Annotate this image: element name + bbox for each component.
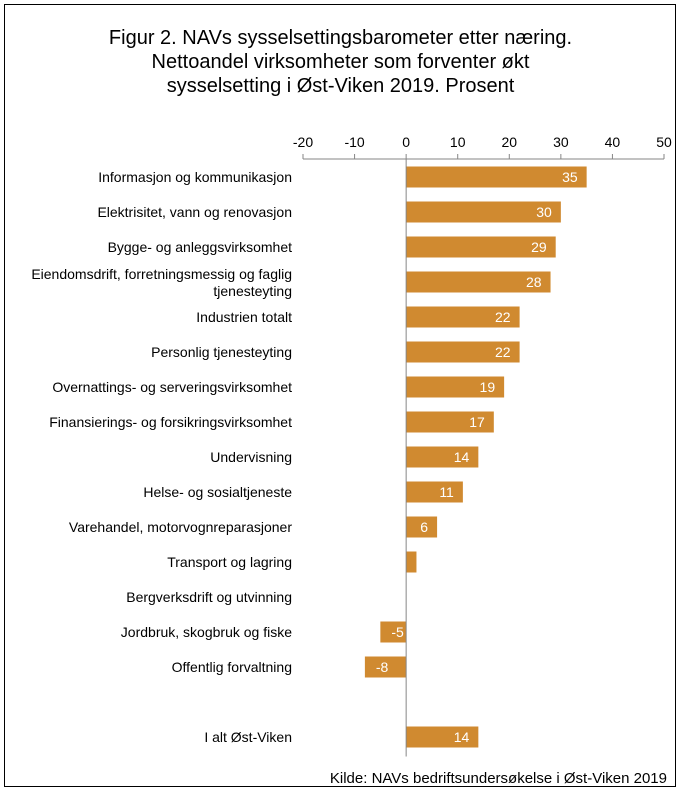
chart-title-line-3: sysselsetting i Øst-Viken 2019. Prosent: [166, 75, 515, 97]
bar: [406, 166, 587, 188]
x-tick-label: 30: [553, 134, 569, 150]
category-label-line: Varehandel, motorvognreparasjoner: [69, 519, 292, 535]
bar: [406, 341, 520, 363]
category-label-line: Eiendomsdrift, forretningsmessig og fagl…: [31, 266, 292, 282]
x-tick-label: 10: [450, 134, 466, 150]
bar: [364, 656, 407, 678]
category-label: Varehandel, motorvognreparasjoner: [69, 519, 292, 535]
category-label: Elektrisitet, vann og renovasjon: [97, 204, 292, 220]
category-label: Overnattings- og serveringsvirksomhet: [52, 379, 292, 395]
x-tick-label: 50: [656, 134, 672, 150]
category-label: Personlig tjenesteyting: [151, 344, 292, 360]
category-label-line: Undervisning: [210, 449, 292, 465]
x-tick-label: 20: [501, 134, 517, 150]
x-tick-label: -10: [344, 134, 364, 150]
category-label-line: Transport og lagring: [167, 554, 292, 570]
category-label-line: Offentlig forvaltning: [172, 659, 292, 675]
x-tick-label: -20: [293, 134, 313, 150]
bar: [406, 306, 520, 328]
category-label: I alt Øst-Viken: [204, 729, 292, 745]
category-label-line: Elektrisitet, vann og renovasjon: [97, 204, 292, 220]
bar: [406, 201, 561, 223]
bar-data-label: 14: [454, 729, 470, 745]
chart-title: Figur 2. NAVs sysselsettingsbarometer et…: [0, 26, 681, 98]
bar: [406, 411, 494, 433]
category-label: Helse- og sosialtjeneste: [143, 484, 292, 500]
bar: [406, 446, 479, 468]
chart-title-line-1: Figur 2. NAVs sysselsettingsbarometer et…: [108, 27, 573, 49]
bar-data-label: 11: [439, 484, 454, 500]
bar-data-label: 14: [454, 449, 470, 465]
bar-data-label: 19: [480, 379, 496, 395]
bar: [406, 516, 438, 538]
x-tick-label: 40: [605, 134, 621, 150]
bar: [406, 726, 479, 748]
category-label: Industrien totalt: [196, 309, 292, 325]
category-label: Eiendomsdrift, forretningsmessig og fagl…: [31, 266, 292, 299]
bar: [406, 236, 556, 258]
category-label: Undervisning: [210, 449, 292, 465]
bar: [406, 551, 417, 573]
category-label-line: Bygge- og anleggsvirksomhet: [108, 239, 293, 255]
bar-data-label: 17: [469, 414, 485, 430]
chart-frame: [4, 4, 676, 787]
chart-source: Kilde: NAVs bedriftsundersøkelse i Øst-V…: [329, 770, 667, 787]
bar: [406, 481, 463, 503]
category-label: Finansierings- og forsikringsvirksomhet: [49, 414, 292, 430]
bar-data-label: 30: [536, 204, 552, 220]
bar-data-label: -5: [391, 624, 404, 640]
category-label-line: Bergverksdrift og utvinning: [126, 589, 292, 605]
category-label: Bygge- og anleggsvirksomhet: [108, 239, 293, 255]
bar-data-label: 6: [420, 519, 428, 535]
category-label-line: Finansierings- og forsikringsvirksomhet: [49, 414, 292, 430]
category-label-line: Jordbruk, skogbruk og fiske: [121, 624, 292, 640]
category-label-line: I alt Øst-Viken: [204, 729, 292, 745]
category-label-line: Overnattings- og serveringsvirksomhet: [52, 379, 292, 395]
category-label: Offentlig forvaltning: [172, 659, 292, 675]
category-label-line: Helse- og sosialtjeneste: [143, 484, 292, 500]
category-label-line: Informasjon og kommunikasjon: [98, 169, 292, 185]
category-label: Transport og lagring: [167, 554, 292, 570]
category-label-line: tjenesteyting: [213, 283, 292, 299]
category-label-line: Industrien totalt: [196, 309, 292, 325]
category-label-line: Personlig tjenesteyting: [151, 344, 292, 360]
bar-data-label: 22: [495, 344, 511, 360]
x-tick-label: 0: [402, 134, 410, 150]
category-label: Bergverksdrift og utvinning: [126, 589, 292, 605]
bar-data-label: -8: [376, 659, 389, 675]
category-label: Jordbruk, skogbruk og fiske: [121, 624, 292, 640]
bar-data-label: 29: [531, 239, 547, 255]
bar: [406, 376, 505, 398]
bar: [406, 271, 551, 293]
bar: [380, 621, 407, 643]
chart-title-line-2: Nettoandel virksomheter som forventer øk…: [151, 51, 530, 73]
bar-data-label: 28: [526, 274, 542, 290]
bar-data-label: 22: [495, 309, 511, 325]
category-label: Informasjon og kommunikasjon: [98, 169, 292, 185]
bar-data-label: 35: [562, 169, 578, 185]
